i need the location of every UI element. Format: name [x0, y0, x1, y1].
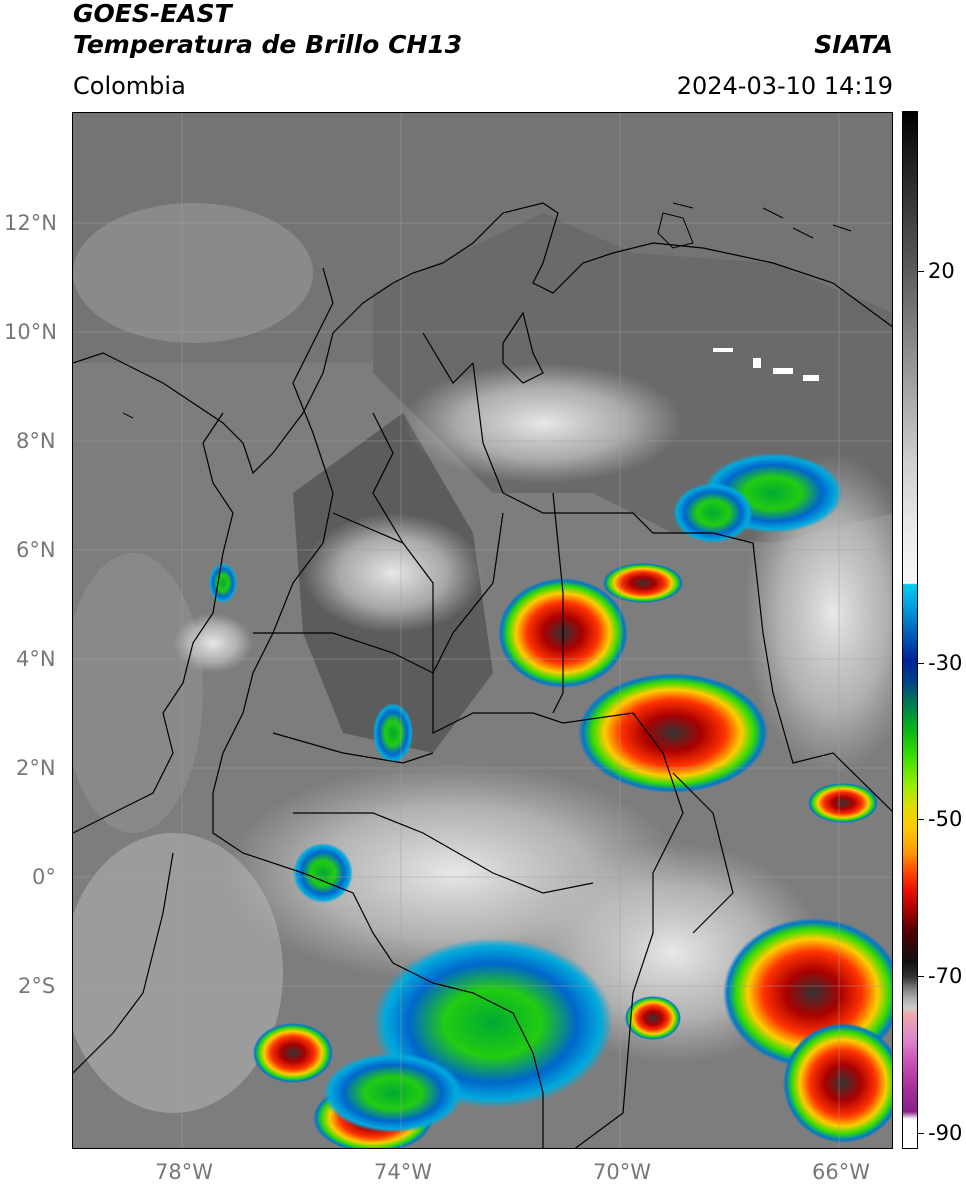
lon-label: 66°W: [812, 1160, 870, 1184]
colorbar-label: 20: [928, 259, 955, 283]
colorbar-tick: [918, 663, 924, 664]
datetime-label: 2024-03-10 14:19: [676, 72, 893, 100]
lon-label: 70°W: [593, 1160, 651, 1184]
lat-label: 10°N: [4, 320, 57, 344]
colorbar-tick: [918, 819, 924, 820]
lon-label: 78°W: [155, 1160, 213, 1184]
satellite-map[interactable]: [72, 112, 893, 1149]
title-line1: GOES-EAST: [73, 0, 232, 28]
colorbar-label: -30: [928, 651, 963, 675]
colorbar-label: -90: [928, 1121, 963, 1145]
colorbar-tick: [918, 1133, 924, 1134]
colorbar-tick: [918, 976, 924, 977]
region-label: Colombia: [73, 72, 186, 100]
title-line2: Temperatura de Brillo CH13: [73, 30, 463, 59]
lat-label: 0°: [32, 865, 56, 889]
lon-label: 74°W: [374, 1160, 432, 1184]
lat-label: 6°N: [16, 538, 56, 562]
colorbar: [902, 111, 918, 1149]
lat-label: 12°N: [4, 211, 57, 235]
lat-label: 8°N: [16, 429, 56, 453]
lat-label: 4°N: [16, 647, 56, 671]
colorbar-label: -70: [928, 964, 963, 988]
colorbar-tick: [918, 271, 924, 272]
satellite-image: [73, 113, 892, 1148]
colorbar-label: -50: [928, 807, 963, 831]
agency-label: SIATA: [814, 30, 893, 59]
lat-label: 2°S: [18, 974, 56, 998]
lat-label: 2°N: [16, 756, 56, 780]
